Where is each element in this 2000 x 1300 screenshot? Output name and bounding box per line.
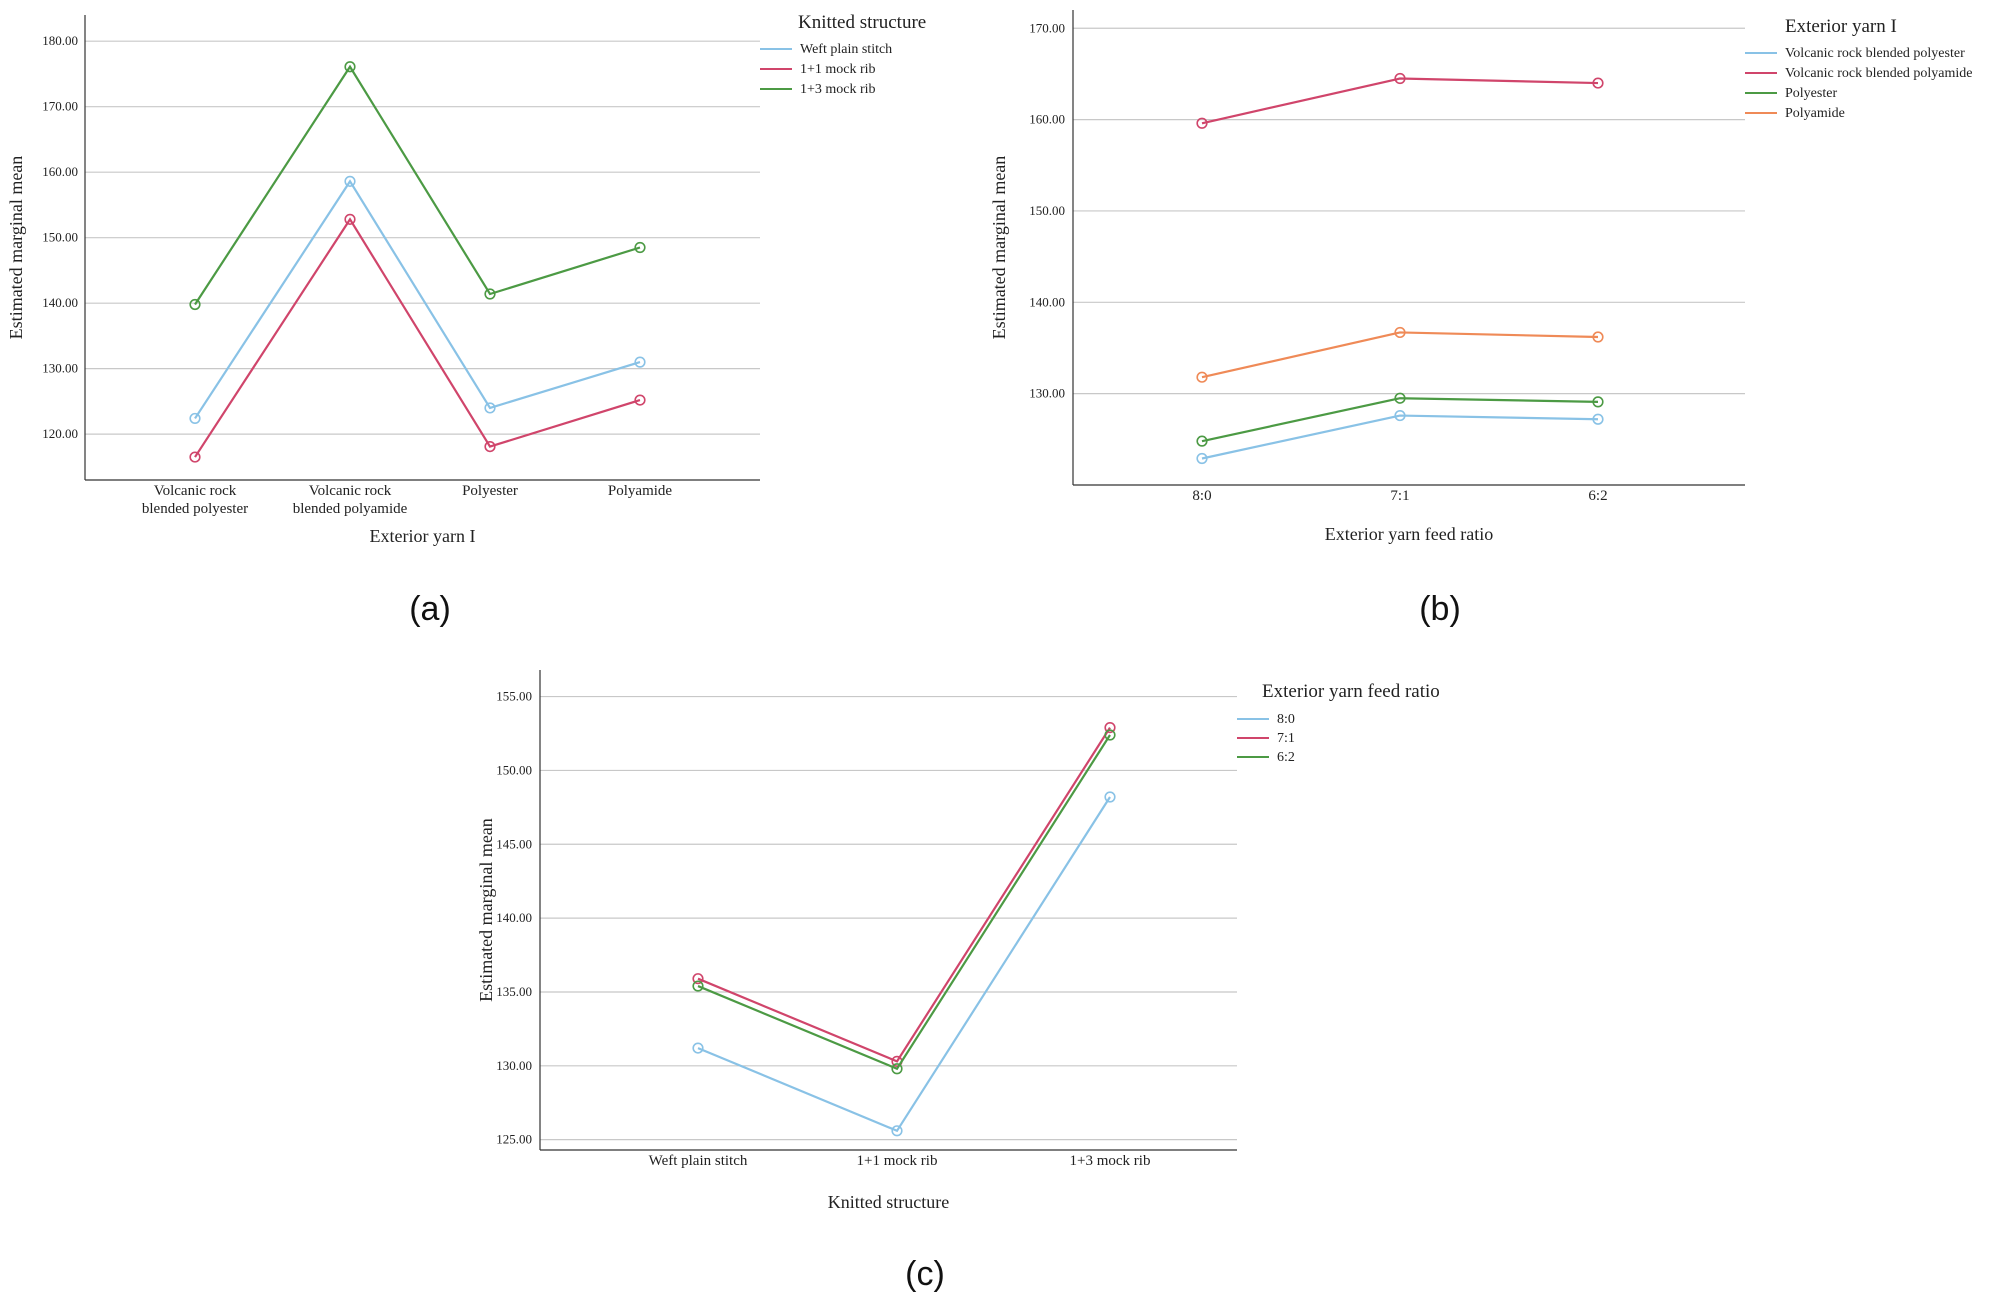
series-line [194,179,641,420]
panel-label: (c) [905,1255,945,1293]
data-point [189,451,201,463]
data-point [1104,791,1116,803]
x-tick-label: Polyester [462,483,518,499]
series-line [194,64,641,306]
data-point [891,1125,903,1137]
data-point [692,980,704,992]
data-point [692,1042,704,1054]
legend-label: 1+1 mock rib [800,62,876,77]
data-point [344,175,356,187]
x-tick-label: Volcanic rock [154,483,237,499]
data-point [1394,392,1406,404]
legend-title: Exterior yarn feed ratio [1262,681,1440,702]
x-axis-title: Exterior yarn feed ratio [1325,524,1493,544]
y-tick-label: 155.00 [496,689,532,704]
data-point [189,298,201,311]
data-point [1592,413,1604,425]
x-tick-label: 7:1 [1390,488,1409,504]
y-tick-label: 120.00 [42,426,78,441]
legend-label: 1+3 mock rib [800,82,876,97]
series-line [1201,397,1599,443]
y-tick-label: 140.00 [1029,294,1065,309]
data-point [1196,117,1208,129]
data-point [344,61,356,73]
data-point [1196,435,1208,447]
x-tick-label: blended polyester [142,501,248,517]
y-tick-label: 130.00 [42,361,78,376]
x-axis-title: Exterior yarn I [370,526,476,546]
legend-label: 7:1 [1277,731,1295,746]
data-point [1592,77,1604,89]
legend-label: Weft plain stitch [800,42,892,57]
y-axis-title: Estimated marginal mean [6,156,26,340]
legend-label: Polyester [1785,86,1837,101]
data-point [634,241,646,254]
chart-b: 130.00 140.00 150.00 160.00 170.00 8:0 7:1 6:2 E… [989,10,1973,628]
data-point [1104,729,1116,741]
data-point [634,394,646,406]
legend-label: 6:2 [1277,750,1295,765]
y-tick-label: 160.00 [1029,112,1065,127]
series-line [1201,414,1599,460]
chart-c: 125.00 130.00 135.00 140.00 145.00 150.00 155.… [476,670,1440,1293]
y-axis-title: Estimated marginal mean [476,818,496,1002]
x-tick-label: blended polyamide [293,501,408,517]
legend-label: Volcanic rock blended polyester [1785,46,1965,61]
data-point [1394,409,1406,422]
series-line [697,727,1111,1063]
x-tick-label: Weft plain stitch [649,1153,748,1169]
data-point [891,1063,903,1075]
x-axis-title: Knitted structure [828,1192,949,1212]
data-point [1196,452,1208,465]
y-tick-label: 130.00 [1029,386,1065,401]
legend-label: 8:0 [1277,712,1295,727]
chart-a: 120.00 130.00 140.00 150.00 160.00 170.00 180.… [6,12,926,628]
y-tick-label: 140.00 [496,910,532,925]
data-point [1592,331,1604,343]
y-tick-label: 135.00 [496,984,532,999]
legend-label: Volcanic rock blended polyamide [1785,66,1973,81]
data-point [189,412,201,425]
y-tick-label: 140.00 [42,295,78,310]
legend-title: Knitted structure [798,12,926,33]
x-tick-label: 1+1 mock rib [857,1153,938,1169]
data-point [1394,326,1406,339]
y-axis-title: Estimated marginal mean [989,156,1009,340]
data-point [1592,396,1604,408]
y-tick-label: 150.00 [42,230,78,245]
data-point [1394,72,1406,85]
legend-title: Exterior yarn I [1785,16,1897,37]
x-tick-label: Volcanic rock [309,483,392,499]
panel-label: (b) [1419,590,1461,628]
series-line [194,217,641,458]
data-point [484,288,496,300]
data-point [484,402,496,414]
x-tick-label: Polyamide [608,483,673,499]
y-tick-label: 180.00 [42,33,78,48]
data-point [1196,371,1208,383]
data-point [484,440,496,453]
y-tick-label: 170.00 [42,99,78,114]
y-tick-label: 170.00 [1029,20,1065,35]
y-tick-label: 125.00 [496,1132,532,1147]
y-tick-label: 150.00 [496,762,532,777]
series-line [697,734,1111,1071]
x-tick-label: 6:2 [1588,488,1607,504]
legend-label: Polyamide [1785,106,1845,121]
series-line [1201,331,1599,379]
x-tick-label: 8:0 [1192,488,1211,504]
data-point [634,356,646,368]
panel-label: (a) [409,590,451,628]
data-point [692,973,704,985]
data-point [344,213,356,225]
data-point [1104,721,1116,734]
x-tick-label: 1+3 mock rib [1070,1153,1151,1169]
series-line [697,796,1111,1133]
y-tick-label: 145.00 [496,836,532,851]
y-tick-label: 130.00 [496,1058,532,1073]
series-line [1201,77,1599,125]
y-tick-label: 150.00 [1029,203,1065,218]
y-tick-label: 160.00 [42,164,78,179]
